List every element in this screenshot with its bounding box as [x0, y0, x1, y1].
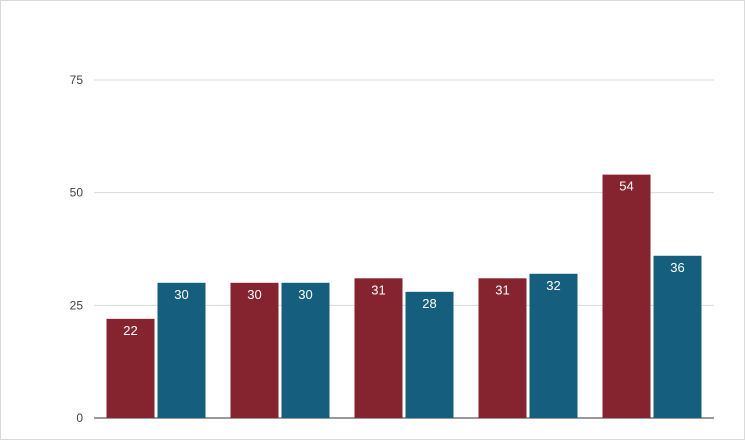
bar-series-2-group-3: [405, 291, 454, 418]
bar-series-2-group-5: [653, 255, 702, 418]
data-label: 30: [298, 287, 312, 302]
bar-series-1-group-1: [106, 318, 155, 418]
bar-series-2-group-2: [281, 282, 330, 418]
data-label: 36: [670, 260, 684, 275]
bar-series-1-group-5: [602, 174, 651, 418]
bar-series-1-group-4: [478, 278, 527, 418]
bar-series-1-group-2: [230, 282, 279, 418]
data-label: 22: [123, 323, 137, 338]
bar-series-1-group-3: [354, 278, 403, 418]
y-tick-label: 75: [70, 73, 84, 87]
y-tick-label: 50: [70, 186, 84, 200]
data-label: 28: [422, 296, 436, 311]
data-label: 54: [619, 179, 633, 194]
data-labels: 22 30 30 30 31 28 31 32 54 36: [123, 179, 684, 338]
bar-chart: 0 25 50 75 22 30 30 30 31 28 31 32 54 36: [70, 73, 714, 425]
bar-series-2-group-4: [529, 273, 578, 418]
data-label: 30: [174, 287, 188, 302]
y-axis: 0 25 50 75: [70, 73, 84, 425]
bar-series-2-group-1: [157, 282, 206, 418]
data-label: 31: [495, 282, 509, 297]
y-tick-label: 0: [76, 411, 83, 425]
y-tick-label: 25: [70, 298, 84, 312]
data-label: 32: [546, 278, 560, 293]
data-label: 30: [247, 287, 261, 302]
bars: [106, 174, 702, 418]
data-label: 31: [371, 282, 385, 297]
